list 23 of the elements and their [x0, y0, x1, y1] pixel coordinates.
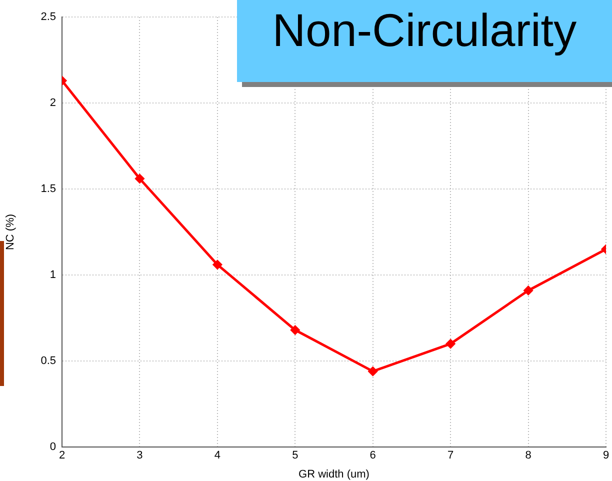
x-tick-label: 2	[58, 450, 66, 462]
x-tick-label: 5	[292, 450, 298, 462]
x-tick-label: 3	[136, 450, 143, 462]
point	[290, 325, 300, 335]
y-axis-title: NC (%)	[4, 214, 17, 250]
x-tick-label: 8	[525, 450, 532, 462]
x-tick-label: 9	[602, 450, 610, 462]
y-tick-label: 1	[50, 269, 56, 282]
point	[134, 174, 144, 184]
x-tick-label: 7	[448, 450, 454, 462]
point	[524, 286, 534, 296]
x-tick-label: 6	[370, 450, 376, 462]
y-tick-label: 1.5	[40, 183, 56, 196]
y-tick-label: 0	[50, 441, 56, 454]
x-tick-label: 4	[214, 450, 220, 462]
y-tick-label: 2.5	[40, 11, 56, 24]
x-axis-title: GR width (um)	[298, 468, 370, 480]
chart-title: Non-Circularity	[237, 0, 612, 82]
y-tick-label: 2	[50, 97, 56, 110]
point	[446, 339, 456, 349]
point	[368, 366, 378, 376]
y-tick-label: 0.5	[40, 355, 56, 368]
point	[212, 260, 222, 270]
